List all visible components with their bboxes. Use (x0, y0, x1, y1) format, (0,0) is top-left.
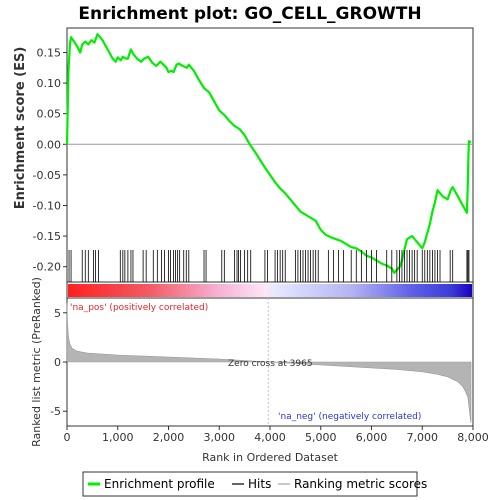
legend-metric-label: Ranking metric scores (294, 477, 427, 491)
es-y-tick-label: 0.00 (37, 138, 62, 151)
es-y-tick-label: -0.10 (33, 199, 61, 212)
es-y-tick-label: -0.15 (33, 230, 61, 243)
legend-profile-label: Enrichment profile (104, 477, 215, 491)
ranking-metric-area (66, 302, 472, 424)
es-y-tick-label: 0.10 (37, 77, 62, 90)
x-tick-label: 2,000 (153, 431, 185, 444)
es-y-tick-label: 0.15 (37, 46, 62, 59)
x-tick-label: 8,000 (457, 431, 489, 444)
x-tick-label: 7,000 (407, 431, 439, 444)
legend (82, 471, 418, 497)
metric-y-tick-label: 5 (54, 307, 61, 320)
legend-hits-label: Hits (248, 477, 271, 491)
x-axis-label: Rank in Ordered Dataset (202, 451, 339, 464)
neg-correlated-label: 'na_neg' (negatively correlated) (278, 412, 421, 422)
es-y-tick-label: -0.20 (33, 261, 61, 274)
es-y-tick-label: 0.05 (37, 108, 62, 121)
zero-cross-label: Zero cross at 3965 (228, 359, 313, 369)
pos-correlated-label: 'na_pos' (positively correlated) (70, 303, 208, 313)
metric-y-tick-label: -5 (50, 405, 61, 418)
metric-y-tick-label: 0 (54, 356, 61, 369)
x-tick-label: 1,000 (102, 431, 134, 444)
metric-y-axis-label: Ranked list metric (PreRanked) (30, 277, 43, 447)
es-y-axis-label: Enrichment score (ES) (13, 47, 28, 210)
x-tick-label: 6,000 (356, 431, 388, 444)
rank-color-bar (68, 284, 472, 297)
x-tick-label: 4,000 (254, 431, 286, 444)
x-tick-label: 0 (64, 431, 71, 444)
es-y-tick-label: -0.05 (33, 169, 61, 182)
x-tick-label: 3,000 (204, 431, 236, 444)
chart-title: Enrichment plot: GO_CELL_GROWTH (78, 4, 421, 24)
x-tick-label: 5,000 (305, 431, 337, 444)
es-plot-area (66, 27, 474, 283)
enrichment-profile-line (65, 33, 472, 274)
